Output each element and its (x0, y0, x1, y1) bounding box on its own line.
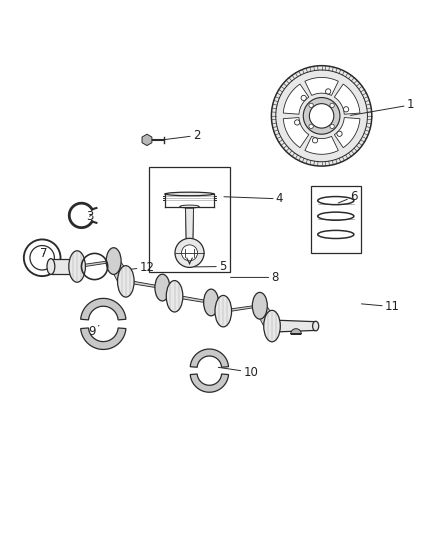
Polygon shape (156, 288, 183, 296)
Polygon shape (215, 306, 266, 311)
Ellipse shape (215, 295, 232, 327)
Ellipse shape (264, 310, 280, 342)
Ellipse shape (106, 248, 121, 274)
Text: 7: 7 (40, 247, 47, 260)
Circle shape (272, 66, 372, 166)
Circle shape (343, 107, 349, 112)
Circle shape (309, 103, 313, 108)
Text: 8: 8 (230, 271, 279, 284)
Text: 2: 2 (165, 129, 200, 142)
Polygon shape (186, 208, 194, 253)
Circle shape (303, 98, 340, 134)
Text: 6: 6 (338, 190, 357, 203)
Polygon shape (51, 259, 75, 274)
Polygon shape (81, 298, 126, 320)
Ellipse shape (69, 251, 85, 282)
Text: 9: 9 (88, 326, 99, 338)
Polygon shape (305, 77, 338, 95)
Text: 5: 5 (195, 260, 226, 273)
Polygon shape (305, 136, 338, 154)
Polygon shape (283, 84, 309, 114)
Circle shape (181, 245, 198, 261)
Ellipse shape (313, 321, 319, 331)
Ellipse shape (47, 259, 55, 274)
Bar (311, 185, 361, 253)
Polygon shape (291, 329, 301, 334)
Bar (149, 167, 230, 272)
Polygon shape (117, 281, 169, 288)
Text: 10: 10 (218, 366, 258, 378)
Polygon shape (253, 306, 280, 326)
Polygon shape (81, 328, 126, 350)
Circle shape (337, 131, 342, 136)
Circle shape (309, 103, 334, 128)
Circle shape (330, 124, 334, 128)
Text: 4: 4 (224, 192, 283, 205)
Polygon shape (190, 349, 229, 367)
Polygon shape (334, 84, 360, 114)
Circle shape (175, 238, 204, 268)
Polygon shape (190, 374, 229, 392)
Polygon shape (283, 118, 309, 148)
Circle shape (325, 89, 331, 94)
Polygon shape (166, 296, 218, 302)
Text: 1: 1 (350, 99, 414, 115)
Polygon shape (334, 118, 360, 148)
Ellipse shape (166, 280, 183, 312)
Circle shape (330, 103, 334, 108)
Text: 11: 11 (361, 300, 400, 313)
Polygon shape (205, 302, 232, 311)
Polygon shape (69, 261, 120, 266)
Circle shape (309, 124, 313, 128)
Ellipse shape (252, 293, 267, 319)
Ellipse shape (117, 265, 134, 297)
Circle shape (301, 95, 306, 101)
Circle shape (294, 120, 300, 125)
Polygon shape (107, 261, 134, 281)
Ellipse shape (155, 274, 170, 301)
Ellipse shape (165, 192, 214, 196)
Ellipse shape (204, 289, 219, 316)
Circle shape (312, 138, 318, 143)
Text: 3: 3 (86, 210, 93, 223)
Polygon shape (270, 320, 316, 332)
Text: 12: 12 (119, 261, 155, 274)
